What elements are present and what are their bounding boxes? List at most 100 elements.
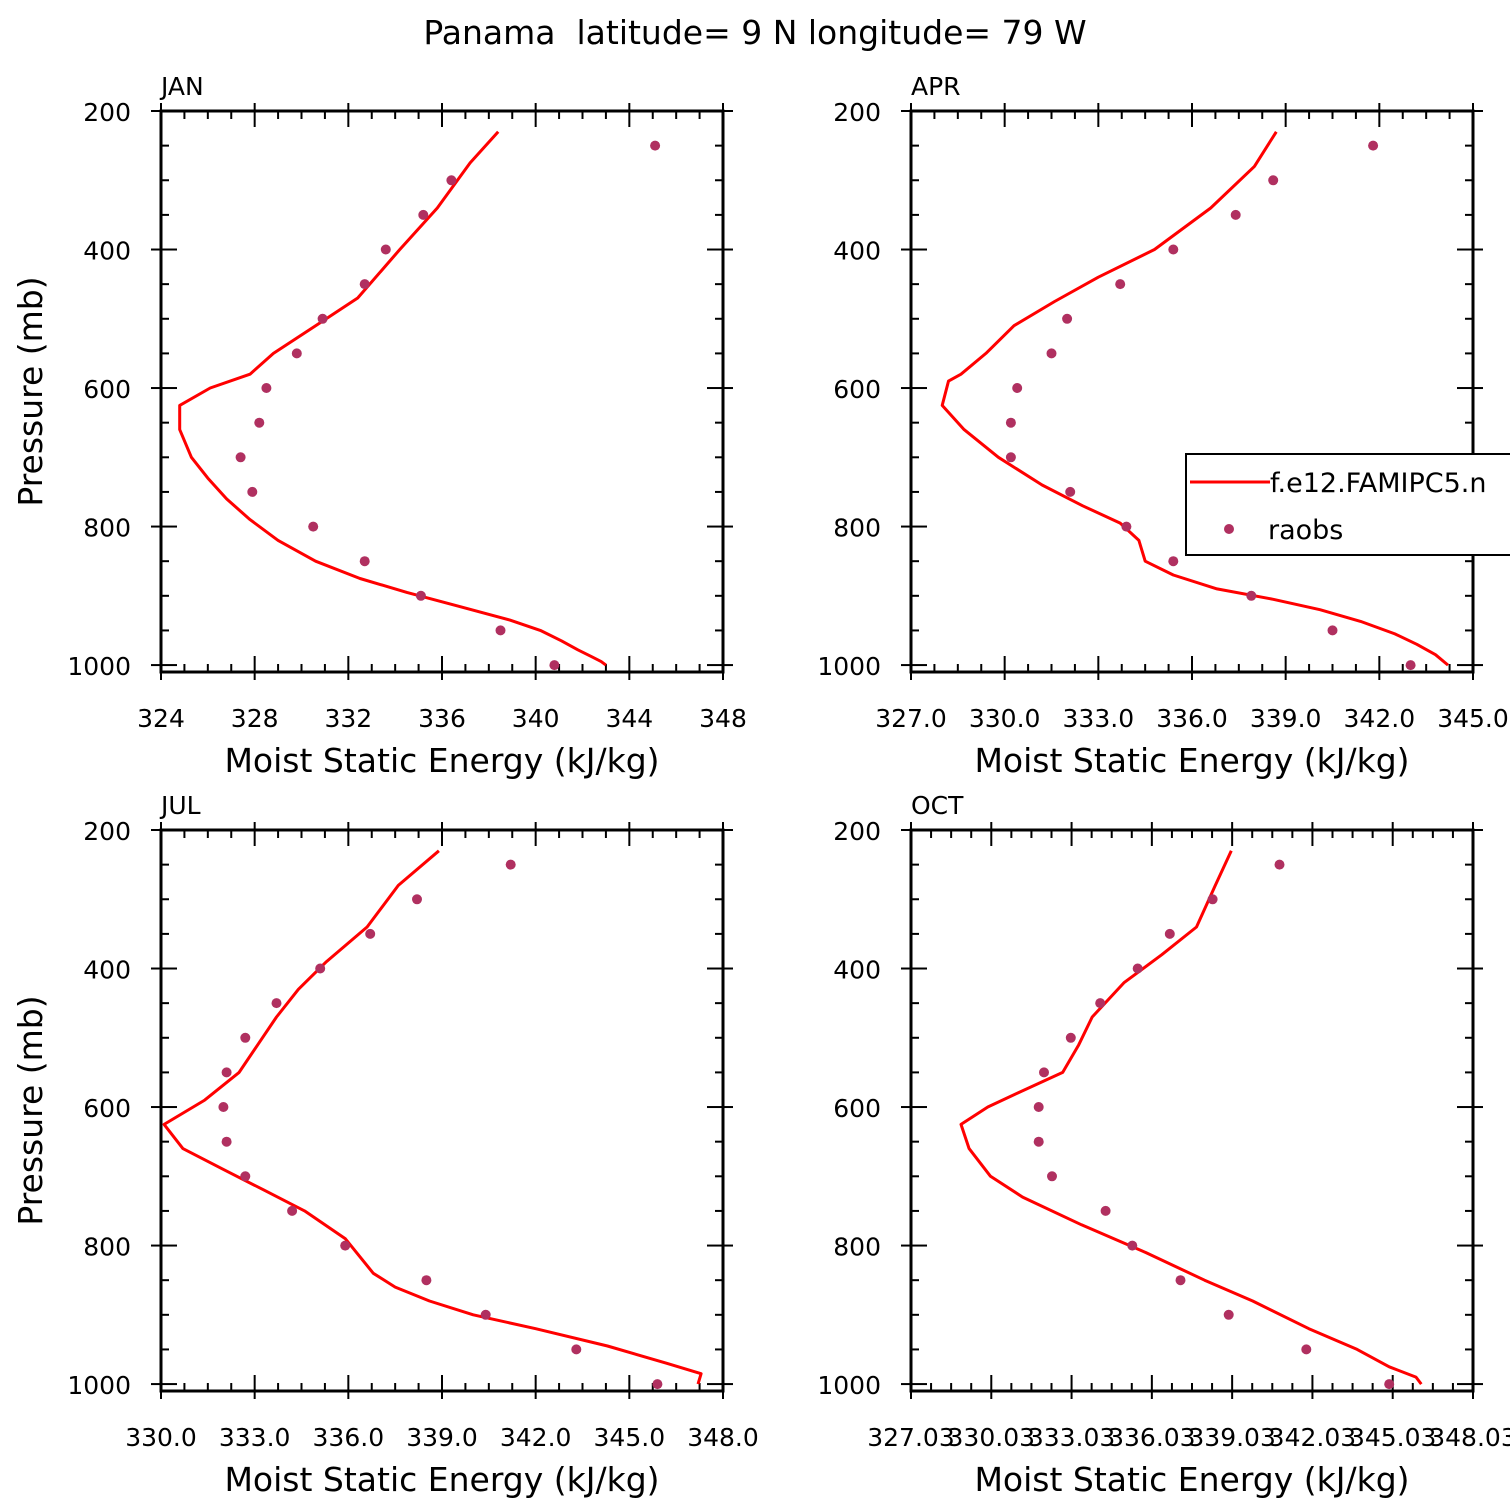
- y-tick-label: 600: [83, 375, 131, 404]
- model-profile-line: [940, 130, 1449, 667]
- raobs-point: [1005, 417, 1016, 428]
- raobs-point: [1062, 313, 1073, 324]
- y-tick-label: 800: [83, 514, 131, 543]
- figure-title: Panama latitude= 9 N longitude= 79 W: [423, 13, 1086, 52]
- y-tick-label: 1000: [67, 1371, 131, 1400]
- panel-title: JAN: [159, 72, 204, 101]
- x-tick-label: 348.0: [687, 1423, 759, 1452]
- x-tick-label: 342.0: [1344, 704, 1416, 733]
- x-tick-label: 332: [324, 704, 372, 733]
- x-tick-label: 340: [512, 704, 560, 733]
- raobs-point: [261, 383, 272, 393]
- raobs-point: [415, 590, 426, 601]
- x-tick-label: 330.0: [969, 704, 1041, 733]
- raobs-point: [359, 556, 370, 567]
- raobs-point: [1168, 556, 1179, 567]
- y-tick-label: 200: [833, 98, 881, 127]
- panel-jul: 330.0 333.0 336.0 339.0 342.0 345.0 348.0 200 40…: [11, 791, 759, 1499]
- raobs-point: [317, 313, 328, 324]
- y-tick-label: 1000: [817, 652, 881, 681]
- raobs-point: [235, 452, 246, 463]
- raobs-point: [221, 1136, 232, 1147]
- legend-model-label: f.e12.FAMIPC5.n: [1270, 468, 1486, 499]
- plot-frame: [159, 828, 725, 1393]
- raobs-point: [1274, 859, 1285, 870]
- y-tick-label: 800: [83, 1233, 131, 1262]
- y-tick-label: 200: [83, 98, 131, 127]
- y-tick-label: 600: [833, 1094, 881, 1123]
- y-tick-label: 400: [833, 237, 881, 266]
- raobs-point: [240, 1171, 251, 1182]
- raobs-point: [240, 1032, 251, 1043]
- raobs-point: [1132, 963, 1143, 974]
- raobs-point: [1301, 1344, 1312, 1355]
- x-tick-label: 345.03: [1349, 1423, 1436, 1452]
- plot-frame: [909, 109, 1475, 674]
- raobs-point: [1039, 1067, 1049, 1078]
- raobs-point: [218, 1102, 229, 1112]
- y-tick-label: 1000: [67, 652, 131, 681]
- raobs-point: [365, 928, 376, 939]
- x-tick-label: 339.0: [406, 1423, 478, 1452]
- x-tick-label: 336.0: [1156, 704, 1228, 733]
- x-tick-label: 328: [231, 704, 279, 733]
- x-tick-label: 333.0: [219, 1423, 291, 1452]
- raobs-point: [1033, 1102, 1044, 1112]
- raobs-point: [1100, 1205, 1111, 1216]
- raobs-point: [446, 175, 457, 186]
- raobs-point: [315, 963, 326, 974]
- panel-title: OCT: [911, 791, 964, 820]
- y-tick-label: 400: [83, 956, 131, 985]
- legend-box: [1185, 453, 1510, 556]
- raobs-point: [1095, 998, 1106, 1009]
- x-axis-label: Moist Static Energy (kJ/kg): [974, 741, 1409, 780]
- raobs-point: [1065, 1032, 1076, 1043]
- y-tick-label: 800: [833, 1233, 881, 1262]
- raobs-point: [1207, 894, 1218, 905]
- x-tick-label: 345.0: [594, 1423, 666, 1452]
- raobs-point: [271, 998, 282, 1009]
- raobs-point: [421, 1275, 432, 1286]
- x-tick-label: 333.0: [1063, 704, 1135, 733]
- x-axis-label: Moist Static Energy (kJ/kg): [974, 1460, 1409, 1499]
- raobs-point: [652, 1379, 663, 1390]
- y-tick-label: 400: [833, 956, 881, 985]
- y-tick-label: 200: [83, 817, 131, 846]
- raobs-point: [1230, 209, 1241, 220]
- raobs-point: [480, 1309, 491, 1320]
- raobs-point: [308, 521, 319, 532]
- raobs-point: [571, 1344, 582, 1355]
- y-tick-label: 400: [83, 237, 131, 266]
- x-tick-label: 342.0: [500, 1423, 572, 1452]
- raobs-point: [1121, 521, 1132, 532]
- x-tick-label: 339.0: [1250, 704, 1322, 733]
- raobs-point: [505, 859, 516, 870]
- y-tick-label: 600: [833, 375, 881, 404]
- raobs-point: [1164, 928, 1175, 939]
- raobs-point: [1368, 140, 1379, 151]
- raobs-point: [1405, 660, 1416, 671]
- raobs-point: [1047, 1171, 1057, 1182]
- y-axis-label: Pressure (mb): [11, 995, 50, 1225]
- x-tick-label: 336.0: [313, 1423, 385, 1452]
- raobs-point: [1384, 1379, 1395, 1390]
- x-tick-label: 336.03: [1108, 1423, 1195, 1452]
- raobs-point: [1223, 1309, 1234, 1320]
- y-tick-label: 800: [833, 514, 881, 543]
- legend-obs-marker: [1224, 524, 1234, 534]
- model-profile-line: [178, 130, 607, 667]
- x-axis-label: Moist Static Energy (kJ/kg): [224, 1460, 659, 1499]
- raobs-point: [291, 348, 302, 359]
- x-tick-label: 339.03: [1188, 1423, 1275, 1452]
- raobs-point: [1268, 175, 1279, 186]
- x-tick-label: 344: [605, 704, 653, 733]
- x-tick-label: 327.03: [867, 1423, 954, 1452]
- y-tick-label: 1000: [817, 1371, 881, 1400]
- x-tick-label: 348: [699, 704, 747, 733]
- x-tick-label: 330.0: [125, 1423, 197, 1452]
- raobs-point: [1033, 1136, 1044, 1147]
- raobs-point: [1046, 348, 1057, 359]
- plot-frame: [159, 109, 725, 674]
- legend-obs-label: raobs: [1268, 515, 1343, 546]
